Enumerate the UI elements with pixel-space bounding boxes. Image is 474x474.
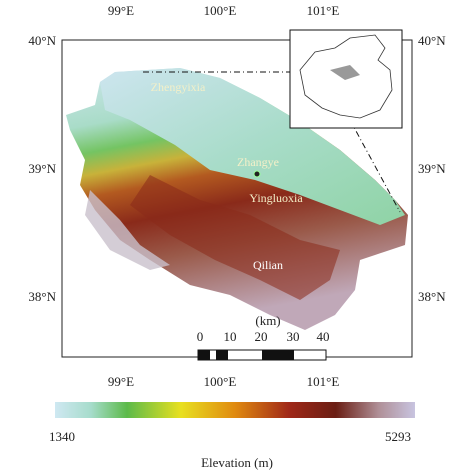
place-label: Zhengyixia	[151, 80, 206, 94]
scale-seg	[198, 350, 210, 360]
lat-label: 38°N	[418, 289, 446, 304]
lat-label: 39°N	[28, 161, 56, 176]
scale-label: 0	[197, 329, 204, 344]
place-label: Zhangye	[237, 155, 279, 169]
snow-peaks	[85, 190, 170, 270]
scale-seg	[262, 350, 294, 360]
scale-seg	[216, 350, 228, 360]
colorbar-max: 5293	[385, 429, 411, 444]
scale-label: 30	[287, 329, 300, 344]
scale-label: 40	[317, 329, 330, 344]
inset-region	[330, 65, 360, 80]
lon-label: 99°E	[108, 374, 134, 389]
zhangye-point	[253, 170, 261, 178]
inset-leader	[349, 119, 401, 213]
place-label: Yingluoxia	[249, 191, 303, 205]
scale-label: 10	[224, 329, 237, 344]
place-label: Qilian	[253, 258, 283, 272]
scale-unit: (km)	[255, 313, 280, 328]
colorbar-min: 1340	[49, 429, 75, 444]
lat-label: 39°N	[418, 161, 446, 176]
scale-label: 20	[255, 329, 268, 344]
plain	[100, 68, 405, 225]
colorbar-title: Elevation (m)	[201, 455, 273, 470]
lat-label: 38°N	[28, 289, 56, 304]
lon-label: 100°E	[204, 374, 237, 389]
lat-label: 40°N	[28, 33, 56, 48]
lat-label: 40°N	[418, 33, 446, 48]
lon-label: 101°E	[307, 3, 340, 18]
lon-label: 100°E	[204, 3, 237, 18]
mountain-range	[130, 175, 340, 300]
lon-label: 99°E	[108, 3, 134, 18]
lon-label: 101°E	[307, 374, 340, 389]
colorbar	[55, 402, 415, 418]
